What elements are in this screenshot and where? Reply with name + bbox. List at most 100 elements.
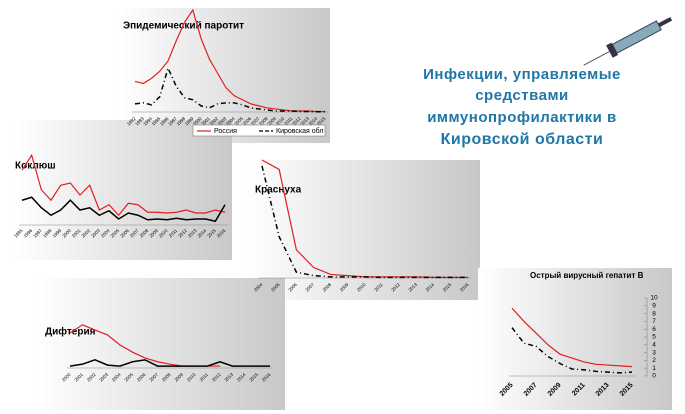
x-tick-label: 2008 [139, 228, 150, 239]
slide-title: средствами [475, 87, 569, 104]
x-tick-label: 2010 [186, 372, 197, 383]
chart-title: Краснуха [255, 185, 302, 196]
x-tick-label: 2001 [71, 228, 82, 239]
x-tick-label: 2007 [148, 372, 159, 383]
y-tick-label: 3 [652, 349, 656, 356]
x-tick-label: 2001 [73, 372, 84, 383]
x-tick-label: 2010 [275, 116, 286, 127]
x-tick-label: 2009 [266, 116, 277, 127]
x-tick-label: 2012 [291, 116, 302, 127]
legend-label: Россия [214, 128, 237, 135]
x-tick-label: 2014 [308, 116, 319, 127]
x-tick-label: 2006 [119, 228, 130, 239]
x-tick-label: 2004 [225, 116, 236, 127]
x-tick-label: 2013 [187, 228, 198, 239]
x-tick-label: 2001 [200, 116, 211, 127]
x-tick-label: 2005 [110, 228, 121, 239]
series-line [511, 327, 633, 374]
x-tick-label: 2009 [148, 228, 159, 239]
y-tick-label: 0 [652, 373, 656, 380]
x-tick-label: 2007 [250, 116, 261, 127]
x-tick-label: 1997 [32, 228, 43, 239]
x-tick-label: 1996 [23, 228, 34, 239]
x-tick-label: 2011 [283, 116, 294, 127]
x-tick-label: 2005 [270, 282, 281, 293]
x-tick-label: 2000 [61, 228, 72, 239]
x-tick-label: 2011 [168, 228, 179, 239]
x-tick-label: 2003 [217, 116, 228, 127]
x-tick-label: 2015 [248, 372, 259, 383]
x-tick-label: 1996 [159, 116, 170, 127]
y-tick-label: 10 [650, 295, 658, 302]
chart-title: Дифтерия [45, 326, 96, 338]
slide-title: Инфекции, управляемые [423, 66, 621, 83]
x-tick-label: 2010 [356, 282, 367, 293]
x-tick-label: 2014 [197, 228, 208, 239]
series-line [21, 153, 226, 217]
x-tick-label: 2013 [299, 116, 310, 127]
legend-label: Кировская обл [276, 127, 323, 135]
x-tick-label: 2010 [158, 228, 169, 239]
syringe-icon [583, 16, 673, 66]
x-tick-label: 1995 [13, 228, 24, 239]
panel [35, 278, 285, 410]
x-tick-label: 2004 [100, 228, 111, 239]
x-tick-label: 1999 [52, 228, 63, 239]
x-tick-label: 2016 [216, 228, 227, 239]
x-tick-label: 2012 [177, 228, 188, 239]
y-tick-label: 4 [652, 342, 656, 349]
panel [12, 120, 232, 260]
x-tick-label: 2016 [261, 372, 272, 383]
x-tick-label: 2016 [459, 282, 470, 293]
slide-title: Кировской области [441, 131, 604, 148]
x-tick-label: 2009 [173, 372, 184, 383]
x-tick-label: 2011 [199, 372, 210, 383]
x-tick-label: 2003 [90, 228, 101, 239]
chart-title: Эпидемический паротит [123, 21, 244, 32]
y-tick-label: 6 [652, 326, 656, 333]
x-tick-label: 2006 [287, 282, 298, 293]
x-tick-label: 2000 [192, 116, 203, 127]
series-line [261, 165, 468, 279]
x-tick-label: 2009 [339, 282, 350, 293]
x-tick-label: 1993 [134, 116, 145, 127]
x-tick-label: 2008 [161, 372, 172, 383]
x-tick-label: 2015 [206, 228, 217, 239]
x-tick-label: 2002 [209, 116, 220, 127]
x-tick-label: 2000 [61, 372, 72, 383]
series-line [511, 307, 633, 368]
x-tick-label: 2002 [86, 372, 97, 383]
x-tick-label: 2003 [98, 372, 109, 383]
x-tick-label: 2004 [253, 282, 264, 293]
x-tick-label: 2007 [129, 228, 140, 239]
panel [478, 268, 672, 410]
x-tick-label: 2005 [233, 116, 244, 127]
x-tick-label: 2006 [242, 116, 253, 127]
x-tick-label: 1992 [126, 116, 137, 127]
y-tick-label: 5 [652, 334, 656, 341]
x-tick-label: 1997 [167, 116, 178, 127]
y-tick-label: 8 [652, 310, 656, 317]
x-tick-label: 1999 [184, 116, 195, 127]
series-line [69, 359, 270, 367]
x-tick-label: 2007 [304, 282, 315, 293]
x-tick-label: 1998 [42, 228, 53, 239]
y-tick-label: 9 [652, 303, 656, 310]
x-tick-label: 1994 [142, 116, 153, 127]
x-tick-label: 2008 [322, 282, 333, 293]
x-tick-label: 2014 [236, 372, 247, 383]
x-tick-label: 2006 [136, 372, 147, 383]
x-tick-label: 2013 [223, 372, 234, 383]
x-tick-label: 2014 [425, 282, 436, 293]
y-tick-label: 1 [652, 365, 656, 372]
y-tick-label: 2 [652, 357, 656, 364]
x-tick-label: 2004 [111, 372, 122, 383]
x-tick-label: 2012 [390, 282, 401, 293]
x-tick-label: 1998 [175, 116, 186, 127]
x-tick-label: 2015 [442, 282, 453, 293]
x-tick-label: 2005 [123, 372, 134, 383]
slide-title: иммунопрофилактики в [427, 109, 617, 126]
x-tick-label: 1995 [151, 116, 162, 127]
x-tick-label: 2002 [81, 228, 92, 239]
